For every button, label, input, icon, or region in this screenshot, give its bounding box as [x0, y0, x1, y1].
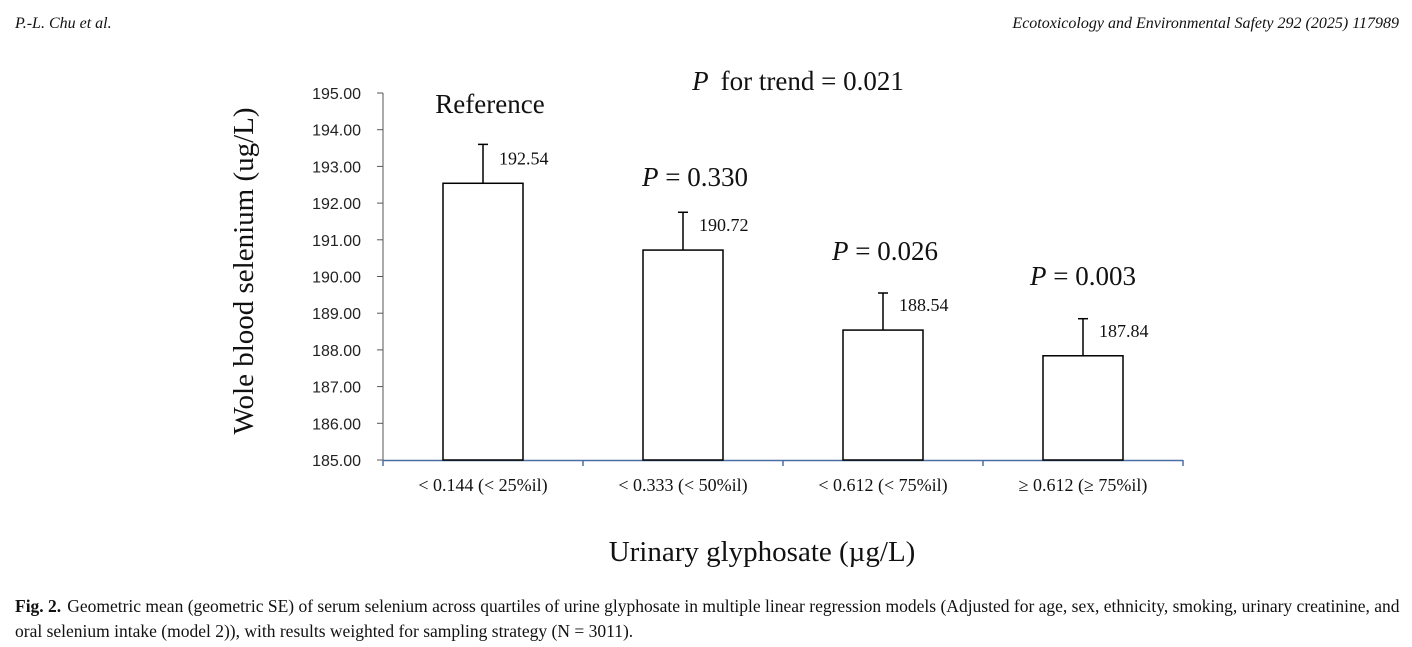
x-tick-label: ≥ 0.612 (≥ 75%il)	[1019, 475, 1148, 496]
figure-caption-text: Geometric mean (geometric SE) of serum s…	[15, 596, 1400, 641]
y-tick-label: 185.00	[312, 453, 361, 470]
y-tick-label: 191.00	[312, 233, 361, 250]
y-tick-label: 187.00	[312, 380, 361, 397]
y-axis-title: Wole blood selenium (ug/L)	[228, 107, 260, 434]
x-tick-label: < 0.612 (< 75%il)	[818, 475, 947, 496]
x-tick-label: < 0.144 (< 25%il)	[418, 475, 547, 496]
header-authors: P.-L. Chu et al.	[15, 15, 112, 32]
y-axis: 185.00 186.00 187.00 188.00 189.00 190.00 191.…	[312, 86, 384, 470]
y-tick-label: 192.00	[312, 196, 361, 213]
bar	[1042, 355, 1124, 461]
x-axis-title: Urinary glyphosate (µg/L)	[609, 536, 916, 568]
y-tick-label: 193.00	[312, 159, 361, 176]
y-tick-label: 189.00	[312, 306, 361, 323]
y-tick-label: 194.00	[312, 123, 361, 140]
data-label: 192.54	[499, 148, 549, 168]
x-tick-label: < 0.333 (< 50%il)	[618, 475, 747, 496]
bar	[642, 249, 724, 461]
chart-title-rest: for trend = 0.021	[721, 66, 904, 96]
x-axis	[382, 459, 1184, 466]
y-tick-label: 195.00	[312, 86, 361, 103]
y-tick-label: 186.00	[312, 416, 361, 433]
bar-annotation: P = 0.003	[1029, 261, 1136, 291]
annotation-text: Reference	[435, 89, 544, 119]
annotation-p-symbol: P	[641, 162, 659, 192]
annotation-text: = 0.330	[659, 162, 748, 192]
annotation-p-symbol: P	[1029, 261, 1047, 291]
annotation-text: = 0.026	[849, 236, 938, 266]
running-header: P.-L. Chu et al. Ecotoxicology and Envir…	[15, 15, 1399, 37]
bar-chart: 185.00 186.00 187.00 188.00 189.00 190.00 191.…	[228, 66, 1184, 568]
data-label: 188.54	[899, 295, 949, 315]
chart-title-p-symbol: P	[691, 66, 709, 96]
annotation-text: = 0.003	[1047, 261, 1136, 291]
bar-annotation: P = 0.026	[831, 236, 938, 266]
chart-labels: Wole blood selenium (ug/L) 192.54 < 0.144 …	[228, 66, 1149, 568]
header-journal: Ecotoxicology and Environmental Safety 2…	[1012, 15, 1399, 32]
annotation-p-symbol: P	[831, 236, 849, 266]
y-tick-label: 188.00	[312, 343, 361, 360]
bar-annotation: Reference	[435, 89, 544, 119]
bar	[842, 329, 924, 461]
bar-annotation: P = 0.330	[641, 162, 748, 192]
figure-label: Fig. 2.	[15, 596, 62, 616]
data-label: 187.84	[1099, 321, 1149, 341]
bars	[442, 143, 1124, 461]
y-tick-label: 190.00	[312, 270, 361, 287]
bar	[442, 182, 524, 461]
data-label: 190.72	[699, 215, 749, 235]
figure-caption: Fig. 2. Geometric mean (geometric SE) of …	[15, 594, 1405, 644]
